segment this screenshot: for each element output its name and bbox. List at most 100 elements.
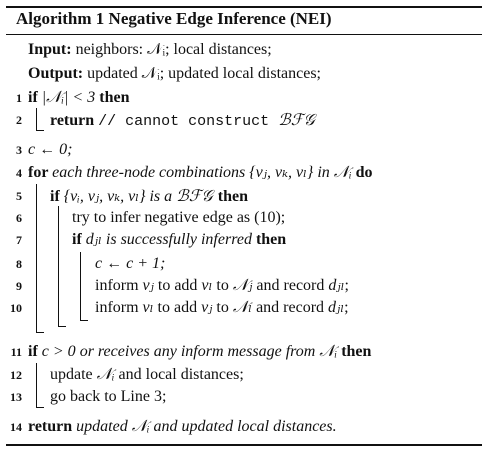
line-fragment: dⱼₗ	[85, 231, 102, 248]
line-fragment: c ← 0;	[28, 141, 73, 158]
block-bar-for	[36, 184, 37, 332]
line-fragment: return	[28, 418, 77, 435]
line-number: 7	[16, 233, 22, 247]
algorithm-title: Algorithm 1 Negative Edge Inference (NEI…	[16, 9, 332, 28]
line-fragment: ;	[344, 299, 349, 316]
line-number: 6	[16, 211, 22, 225]
line-number: 5	[16, 189, 22, 203]
line-fragment: and record	[252, 277, 329, 294]
line-fragment: is a	[145, 188, 177, 205]
line-fragment: then	[341, 343, 372, 360]
line-fragment: return	[50, 112, 99, 129]
algo-line-12: update 𝒩ᵢ and local distances;	[50, 365, 244, 385]
line-number: 4	[16, 166, 22, 180]
line-fragment: |𝒩ᵢ| < 3	[41, 89, 100, 106]
line-fragment: dⱼₗ	[328, 277, 345, 294]
line-fragment: then	[217, 188, 249, 205]
input-text: neighbors: 𝒩ᵢ; local distances;	[75, 41, 272, 58]
output-line: Output: updated 𝒩ᵢ; updated local distan…	[28, 64, 321, 84]
line-fragment: each three-node combinations	[52, 164, 250, 181]
line-fragment: updated	[76, 418, 132, 435]
line-fragment: 𝒩ᵢ	[333, 164, 356, 181]
line-number: 9	[16, 279, 22, 293]
block-bar-if-1	[36, 108, 37, 130]
line-fragment: for	[28, 164, 53, 181]
line-fragment: vⱼ	[201, 299, 213, 316]
line-fragment: ;	[344, 277, 349, 294]
block-foot-if-11	[36, 407, 44, 408]
line-fragment: to add	[153, 299, 202, 316]
line-fragment: c > 0	[41, 343, 76, 360]
algo-line-7: if dⱼₗ is successfully inferred then	[72, 230, 286, 250]
algo-line-14: return updated 𝒩ᵢ and updated local dist…	[28, 417, 337, 437]
line-fragment: 𝒩ⱼ	[232, 277, 253, 294]
line-fragment: vⱼ	[142, 277, 154, 294]
algo-line-1: if |𝒩ᵢ| < 3 then	[28, 88, 129, 108]
line-fragment: if	[50, 188, 64, 205]
line-fragment: do	[355, 164, 373, 181]
algo-line-5: if {vᵢ, vⱼ, vₖ, vₗ} is a ℬℱ𝒢 then	[50, 186, 248, 207]
line-number: 3	[16, 143, 22, 157]
line-number: 1	[16, 91, 22, 105]
line-fragment: dⱼₗ	[328, 299, 345, 316]
line-fragment: to add	[153, 277, 202, 294]
line-fragment: ℬℱ𝒢	[176, 186, 218, 205]
line-fragment: {vⱼ, vₖ, vₗ}	[249, 164, 314, 181]
line-fragment: if	[28, 89, 42, 106]
line-fragment: {vᵢ, vⱼ, vₖ, vₗ}	[63, 188, 146, 205]
line-number: 10	[10, 301, 22, 315]
line-number: 2	[16, 113, 22, 127]
algo-line-2: return // cannot construct ℬℱ𝒢	[50, 110, 315, 132]
algo-line-10: inform vₗ to add vⱼ to 𝒩ₗ and record dⱼₗ…	[95, 298, 349, 318]
line-number: 11	[10, 345, 22, 359]
line-number: 12	[10, 368, 22, 382]
line-fragment: is successfully inferred	[101, 231, 256, 248]
line-number: 8	[16, 257, 22, 271]
line-number: 14	[10, 420, 22, 434]
line-number: 13	[10, 390, 22, 404]
block-bar-if-11	[36, 363, 37, 407]
line-fragment: 𝒩ᵢ	[131, 418, 150, 435]
line-fragment: if	[72, 231, 86, 248]
block-foot-if-5	[58, 326, 66, 327]
line-fragment: if	[28, 343, 42, 360]
input-line: Input: neighbors: 𝒩ᵢ; local distances;	[28, 40, 272, 60]
block-bar-if-5	[58, 206, 59, 326]
line-fragment: c ← c + 1;	[95, 255, 166, 272]
algo-line-6: try to infer negative edge as (10);	[72, 208, 285, 228]
line-fragment: inform	[95, 299, 143, 316]
block-bar-if-7	[80, 252, 81, 320]
line-fragment: and local distances;	[114, 366, 244, 383]
block-foot-if-7	[80, 320, 88, 321]
block-foot-for	[36, 332, 44, 333]
line-fragment: and updated local distances.	[149, 418, 337, 435]
line-fragment: to	[212, 299, 233, 316]
line-fragment: ℬℱ𝒢	[278, 110, 315, 129]
line-fragment: vₗ	[201, 277, 213, 294]
line-fragment: then	[255, 231, 287, 248]
algo-line-13: go back to Line 3;	[50, 387, 166, 407]
title-rule	[6, 34, 482, 35]
line-fragment: 𝒩ₗ	[232, 299, 253, 316]
line-fragment: in	[313, 164, 334, 181]
algo-line-4: for each three-node combinations {vⱼ, vₖ…	[28, 163, 373, 183]
line-fragment: go back to Line 3;	[50, 388, 167, 405]
line-fragment: or receives any inform message from	[75, 343, 320, 360]
top-rule	[6, 6, 482, 8]
bottom-rule	[6, 444, 482, 446]
input-label: Input:	[28, 41, 72, 58]
algo-line-3: c ← 0;	[28, 140, 72, 160]
line-fragment: and record	[252, 299, 329, 316]
line-fragment: then	[99, 89, 130, 106]
line-fragment: 𝒩ᵢ	[96, 366, 115, 383]
line-fragment: // cannot construct	[98, 113, 279, 130]
block-foot-if-1	[36, 130, 44, 131]
algo-line-9: inform vⱼ to add vₗ to 𝒩ⱼ and record dⱼₗ…	[95, 276, 349, 296]
output-text: updated 𝒩ᵢ; updated local distances;	[87, 65, 321, 82]
line-fragment: inform	[95, 277, 143, 294]
algo-line-11: if c > 0 or receives any inform message …	[28, 342, 371, 362]
line-fragment: try to infer negative edge as (10);	[72, 209, 286, 226]
algo-line-8: c ← c + 1;	[95, 254, 165, 274]
line-fragment: vₗ	[142, 299, 154, 316]
